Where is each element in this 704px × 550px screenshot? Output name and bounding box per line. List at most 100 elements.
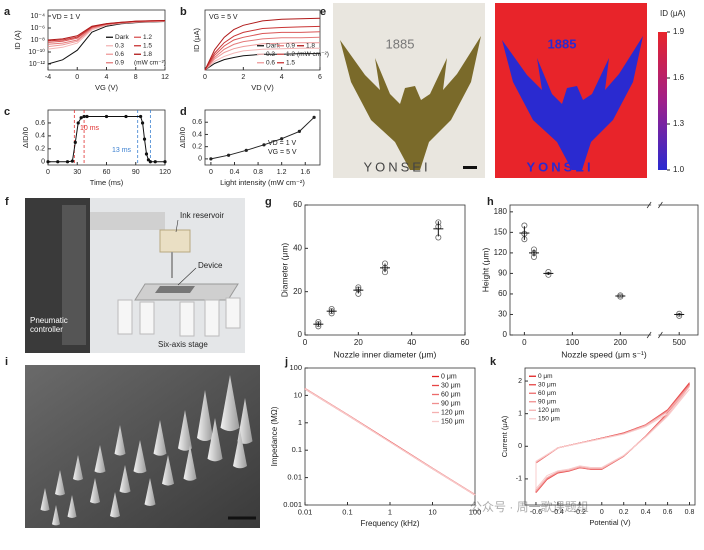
sem-image (25, 365, 260, 528)
series-line (204, 17, 321, 71)
data-point (676, 310, 683, 317)
y-tick-label: 0 (198, 156, 202, 163)
y-axis-label: Height (μm) (480, 248, 490, 293)
legend-label: 0.3 (115, 42, 124, 49)
y-tick-label: -1 (516, 476, 522, 483)
data-point (163, 160, 167, 164)
callout (175, 219, 179, 233)
panel-letter: d (180, 106, 187, 118)
x-tick-label: 60 (461, 338, 470, 347)
series-line (204, 31, 321, 71)
y-tick-label: 0.6 (35, 120, 45, 127)
x-tick-label: 0 (75, 74, 79, 81)
y-tick-label: 0.4 (35, 133, 45, 140)
data-point (148, 160, 152, 164)
series-line (204, 53, 320, 71)
y-tick-label: 0 (503, 330, 508, 339)
map-text: YONSEI (526, 159, 593, 174)
data-point (56, 160, 60, 164)
y-tick-label: 2 (518, 378, 522, 385)
x-tick-label: 0 (203, 74, 207, 81)
legend-label: 1.5 (286, 59, 295, 66)
legend-unit: (mW cm⁻²) (297, 51, 329, 58)
y-tick-label: 0.6 (192, 119, 202, 126)
series-line (204, 36, 321, 71)
legend-label: 30 μm (538, 381, 556, 388)
data-point (153, 160, 157, 164)
axis-break-mark (658, 201, 663, 209)
x-tick-label: 1.6 (300, 169, 310, 176)
x-tick-label: 6 (318, 74, 322, 81)
plot-frame (304, 204, 466, 336)
panel-letter: f (5, 196, 9, 208)
x-axis-label: VD (V) (251, 83, 274, 92)
series-line (535, 383, 690, 493)
legend-label: 60 μm (538, 390, 556, 397)
x-tick-label: 0.6 (663, 509, 673, 516)
annotation: VD = 1 V (52, 14, 81, 21)
y-tick-label: 0.4 (192, 131, 202, 138)
series-line (535, 385, 690, 491)
legend-unit: (mW cm⁻²) (134, 59, 166, 66)
panel-letter: c (4, 106, 10, 118)
chart-panel: k -0.6 -0.4 -0.2 0 0.2 0.4 0.6 0.8 -1 0 1 2 Potential… (490, 356, 696, 527)
x-axis-label: Potential (V) (589, 518, 631, 527)
data-point (79, 116, 83, 120)
axis-break-mark (646, 201, 652, 209)
x-axis-label: Light intensity (mW cm⁻²) (220, 178, 305, 187)
y-tick-label: 40 (293, 243, 302, 252)
annotation: VG = 5 V (268, 149, 297, 156)
legend-label: 0.6 (266, 59, 275, 66)
series-line (535, 383, 690, 493)
x-tick-label: 100 (469, 507, 482, 516)
legend-label: 90 μm (441, 400, 461, 407)
colorbar-tick-label: 1.0 (673, 165, 685, 174)
controller-part (62, 205, 86, 345)
legend-label: Dark (115, 34, 129, 41)
chart-panel: h 0 100 200 500 0 30 60 90 120 150 180 Nozzle speed … (480, 196, 699, 359)
y-tick-label: 60 (293, 200, 302, 209)
y-tick-label: 20 (293, 287, 302, 296)
panel-letter: k (490, 356, 497, 368)
map-text: 1885 (548, 36, 577, 51)
x-tick-label: 60 (103, 169, 111, 176)
x-tick-label: 4 (280, 74, 284, 81)
x-tick-label: 100 (566, 338, 580, 347)
label: Device (198, 261, 223, 270)
series-line (210, 116, 315, 160)
callout (177, 267, 197, 286)
panel-letter: b (180, 6, 187, 18)
x-tick-label: 120 (159, 169, 171, 176)
data-point (85, 114, 89, 119)
x-tick-label: 0.01 (298, 507, 313, 516)
x-tick-label: -4 (45, 74, 51, 81)
data-point (142, 137, 147, 141)
legend-label: 30 μm (441, 382, 461, 389)
panel-letter: e (320, 6, 326, 18)
x-tick-label: 10 (428, 507, 436, 516)
x-tick-label: 30 (73, 169, 81, 176)
data-point (312, 115, 316, 119)
panel-letter: g (265, 196, 272, 208)
label: Pneumatic controller (30, 316, 68, 334)
data-point (262, 143, 266, 147)
y-tick-label: 0.2 (35, 146, 45, 153)
series-line (535, 382, 690, 493)
y-tick-label: 180 (494, 207, 508, 216)
y-tick-label: 30 (498, 310, 507, 319)
ink-reservoir (159, 229, 191, 253)
y-tick-label: 60 (498, 289, 507, 298)
annotation: VD = 1 V (268, 140, 297, 147)
y-tick-label: 10 (294, 390, 302, 399)
data-point (73, 140, 77, 144)
data-point (124, 114, 128, 119)
y-axis-label: Impedance (MΩ) (270, 406, 279, 466)
legend-label: 120 μm (441, 409, 465, 416)
colorbar-tick-label: 1.6 (673, 73, 685, 82)
y-tick-label: 10⁻¹² (29, 61, 46, 68)
arm (90, 212, 165, 230)
y-tick-label: 0.01 (287, 473, 302, 482)
x-tick-label: 0 (303, 338, 308, 347)
x-tick-label: 1.2 (277, 169, 287, 176)
panel-letter: h (487, 196, 494, 208)
